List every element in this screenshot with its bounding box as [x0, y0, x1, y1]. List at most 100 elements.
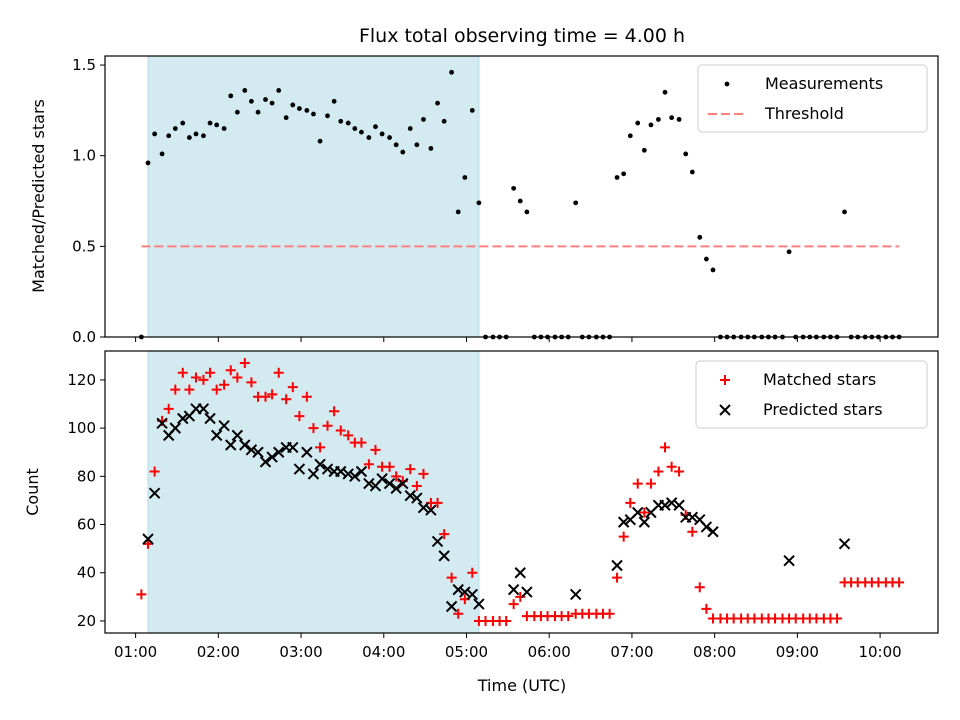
measurement-point — [255, 109, 261, 115]
measurement-point — [697, 234, 703, 240]
x-tick-label: 09:00 — [776, 643, 819, 661]
matched-point — [701, 603, 712, 614]
legend-label: Predicted stars — [763, 400, 883, 419]
matched-point — [653, 466, 664, 477]
x-tick-label: 08:00 — [693, 643, 736, 661]
measurement-point — [311, 111, 316, 117]
predicted-point — [210, 429, 223, 442]
predicted-point — [700, 521, 713, 533]
matched-point — [260, 391, 271, 402]
legend-label: Matched stars — [763, 370, 876, 389]
legend: Measurements Threshold — [697, 64, 928, 133]
predicted-point — [349, 470, 361, 483]
matched-point — [508, 599, 519, 610]
x-tick-label: 10:00 — [858, 643, 901, 661]
predicted-point — [521, 586, 533, 598]
matched-point — [612, 572, 623, 583]
predicted-point — [231, 429, 244, 442]
measurement-point — [152, 131, 158, 137]
matched-point — [287, 382, 298, 393]
matched-point — [211, 384, 222, 395]
x-tick-label: 07:00 — [610, 643, 653, 661]
measurement-point — [462, 175, 468, 180]
predicted-point — [252, 446, 264, 458]
predicted-point — [177, 412, 189, 425]
y-tick-label: 80 — [77, 467, 96, 485]
measurement-point — [166, 133, 172, 139]
matched-point — [136, 589, 147, 600]
legend-label: Measurements — [765, 74, 883, 93]
series-predicted-stars — [142, 403, 851, 613]
measurement-point — [317, 138, 323, 144]
legend-measurement-swatch — [724, 81, 730, 87]
matched-point — [563, 611, 574, 622]
predicted-point — [287, 441, 299, 454]
predicted-point — [452, 583, 464, 596]
matched-point — [694, 582, 705, 593]
measurement-point — [449, 69, 455, 75]
predicted-point — [293, 463, 306, 475]
measurement-point — [283, 115, 289, 121]
measurement-point — [296, 106, 302, 111]
measurement-point — [379, 131, 385, 137]
matched-point — [446, 572, 457, 583]
predicted-point — [355, 465, 368, 478]
predicted-point — [142, 533, 154, 545]
y-tick-label: 40 — [77, 564, 96, 582]
matched-point — [894, 577, 905, 588]
measurement-point — [352, 126, 358, 131]
measurement-point — [325, 113, 330, 119]
measurement-point — [180, 120, 186, 126]
matched-point — [439, 529, 450, 540]
legend-label: Threshold — [764, 104, 844, 123]
matched-point — [391, 471, 402, 482]
legend-box — [697, 64, 928, 133]
legend: Matched stars Predicted stars — [695, 360, 928, 429]
predicted-point — [459, 586, 471, 598]
measurement-point — [656, 117, 661, 122]
matched-point — [418, 468, 429, 479]
matched-point — [205, 367, 216, 378]
measurement-point — [269, 100, 275, 106]
measurement-point — [201, 133, 206, 139]
matched-point — [177, 367, 188, 378]
y-tick-label: 1.0 — [72, 147, 96, 165]
measurement-point — [304, 107, 310, 113]
observing-span — [147, 350, 480, 634]
axes-frame — [104, 350, 939, 634]
matched-point — [335, 425, 346, 436]
measurement-point — [234, 109, 240, 115]
measurement-point — [648, 122, 654, 128]
predicted-point — [156, 417, 168, 430]
predicted-point — [148, 487, 161, 499]
predicted-point — [569, 588, 582, 601]
matched-point — [239, 358, 250, 369]
predicted-point — [335, 465, 347, 478]
predicted-point — [239, 439, 251, 451]
predicted-point — [397, 477, 409, 490]
matched-point — [639, 507, 650, 518]
predicted-point — [838, 538, 851, 550]
matched-point — [198, 374, 209, 385]
top-panel: 0.0 0.5 1.0 1.5 Measurements Threshold — [72, 55, 939, 346]
predicted-point — [425, 504, 437, 516]
measurement-point — [635, 120, 641, 126]
measurement-point — [428, 146, 434, 151]
matched-point — [674, 466, 685, 477]
predicted-point — [431, 535, 444, 548]
axes-frame — [104, 55, 939, 338]
legend-predicted-swatch — [719, 404, 731, 416]
matched-point — [246, 377, 257, 388]
matched-point — [405, 464, 416, 475]
matched-point — [322, 420, 333, 431]
matched-point — [308, 423, 319, 434]
measurement-point — [627, 133, 633, 139]
matched-point — [515, 591, 526, 602]
measurement-point — [207, 120, 213, 126]
measurement-point — [338, 118, 344, 124]
matched-point — [356, 437, 367, 448]
matched-point — [432, 497, 443, 508]
predicted-point — [466, 588, 478, 601]
measurement-point — [263, 97, 268, 102]
measurement-point — [242, 88, 248, 93]
